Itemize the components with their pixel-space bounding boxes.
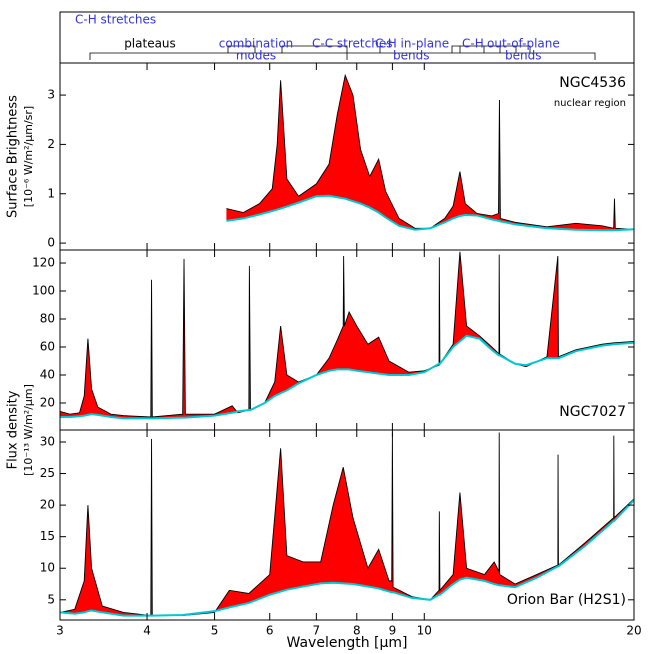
x-tick-label: 3 (56, 624, 64, 638)
feature-fill (226, 75, 634, 231)
panel-sublabel: nuclear region (554, 98, 626, 109)
continuum-line (60, 499, 634, 617)
y-tick-label: 100 (32, 284, 55, 298)
y-axis-label: [10⁻⁶ W/m²/μm/sr] (22, 106, 35, 207)
y-tick-label: 3 (47, 88, 55, 102)
band-annotation: C-H stretches (75, 13, 156, 27)
x-tick-label: 9 (389, 624, 397, 638)
y-tick-label: 5 (47, 592, 55, 606)
band-annotation: C-H (462, 37, 484, 51)
panel-label: NGC7027 (559, 404, 626, 420)
band-annotation: C-H in-plane (375, 37, 449, 51)
band-annotation: combination (219, 37, 294, 51)
y-tick-label: 1 (47, 186, 55, 200)
x-tick-label: 6 (266, 624, 274, 638)
continuum-line (60, 334, 634, 420)
band-annotation: bends (505, 49, 541, 63)
x-tick-label: 5 (211, 624, 219, 638)
y-axis-label: Flux density (6, 390, 21, 469)
x-axis-label: Wavelength [μm] (287, 635, 408, 651)
y-axis-label: Surface Brightness (6, 95, 21, 218)
feature-fill (60, 251, 634, 419)
y-tick-label: 10 (40, 561, 55, 575)
spectrum-line (60, 251, 634, 418)
panel-label: NGC4536 (559, 75, 626, 91)
spectrum-line (60, 432, 634, 617)
x-tick-label: 20 (626, 624, 641, 638)
y-tick-label: 0 (47, 236, 55, 250)
y-tick-label: 20 (40, 395, 55, 409)
band-annotation: plateaus (124, 37, 176, 51)
x-tick-label: 4 (143, 624, 151, 638)
y-tick-label: 2 (47, 137, 55, 151)
x-tick-label: 8 (353, 624, 361, 638)
y-tick-label: 20 (40, 498, 55, 512)
y-tick-label: 60 (40, 339, 55, 353)
band-brackets (89, 45, 596, 60)
feature-fill (60, 432, 634, 616)
band-annotation: modes (236, 49, 276, 63)
spectrum-line (226, 73, 634, 230)
y-tick-label: 25 (40, 466, 55, 480)
y-tick-label: 30 (40, 434, 55, 448)
band-annotation: out-of-plane (487, 37, 560, 51)
y-tick-label: 15 (40, 529, 55, 543)
band-annotation: C-C stretches (312, 37, 392, 51)
band-annotation: bends (393, 49, 429, 63)
x-tick-label: 7 (313, 624, 321, 638)
panel-frame (59, 429, 635, 621)
y-tick-label: 80 (40, 312, 55, 326)
continuum-line (226, 194, 634, 232)
y-tick-label: 40 (40, 367, 55, 381)
y-axis-label: [10⁻¹³ W/m²/μm] (22, 384, 35, 476)
x-tick-label: 10 (417, 624, 432, 638)
panel-label: Orion Bar (H2S1) (507, 592, 626, 608)
y-tick-label: 120 (32, 256, 55, 270)
